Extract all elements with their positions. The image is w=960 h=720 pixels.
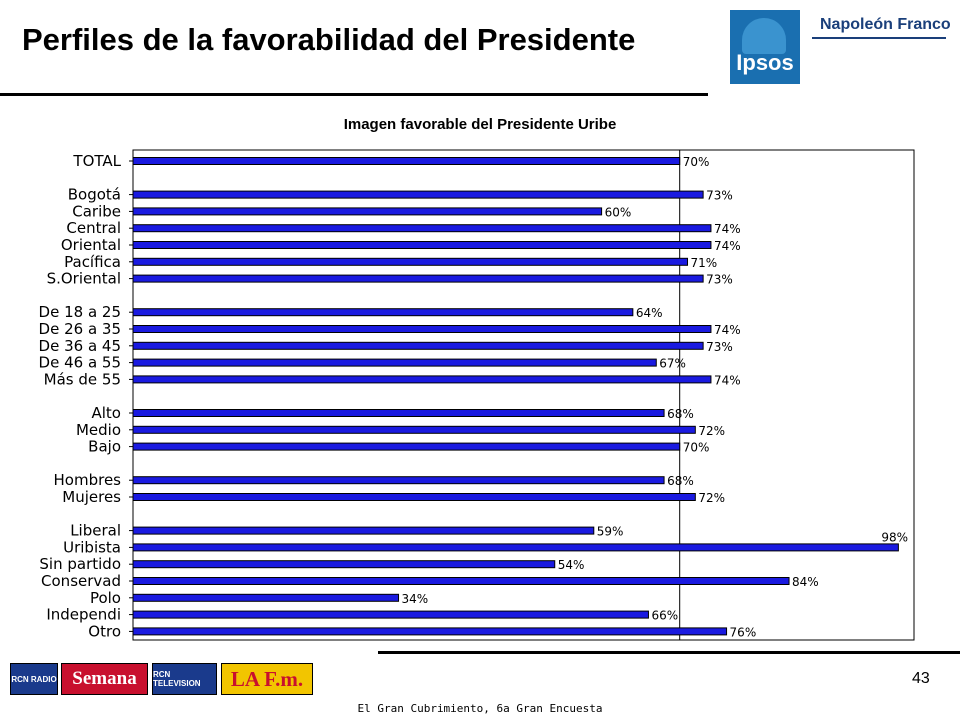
category-label-21: Polo [90, 589, 121, 607]
category-label-11: Más de 55 [44, 370, 121, 388]
bar-21 [132, 593, 400, 602]
ipsos-logo-mark [742, 18, 786, 54]
bar-4 [132, 241, 712, 249]
category-label-8: De 26 a 35 [39, 320, 121, 338]
category-label-19: Sin partido [39, 555, 121, 573]
value-label-17: 59% [597, 525, 624, 539]
value-label-2: 60% [605, 205, 632, 219]
bar-12 [132, 409, 665, 417]
bar-11 [132, 375, 712, 384]
category-label-15: Hombres [54, 471, 122, 489]
page-title: Perfiles de la favorabilidad del Preside… [22, 22, 636, 57]
value-label-23: 76% [730, 625, 757, 639]
category-label-13: Medio [76, 421, 121, 439]
bar-10 [132, 358, 657, 367]
value-label-15: 68% [667, 474, 694, 488]
page-number: 43 [912, 670, 930, 687]
category-label-17: Liberal [70, 522, 121, 540]
category-label-0: TOTAL [72, 152, 121, 170]
bar-19 [132, 560, 556, 569]
value-label-8: 74% [714, 323, 741, 337]
semana-logo: Semana [61, 663, 148, 695]
category-label-23: Otro [88, 622, 121, 640]
category-label-16: Mujeres [62, 488, 121, 506]
bar-20 [132, 577, 790, 585]
category-label-14: Bajo [88, 438, 121, 456]
value-label-19: 54% [558, 558, 585, 572]
bar-2 [132, 207, 603, 216]
category-label-10: De 46 a 55 [39, 354, 121, 372]
bar-15 [132, 476, 665, 485]
category-label-9: De 36 a 45 [39, 337, 121, 355]
ipsos-logo: Ipsos [730, 10, 800, 84]
bar-14 [132, 442, 681, 451]
title-divider [0, 93, 708, 96]
value-label-18: 98% [881, 530, 908, 544]
bar-8 [132, 325, 712, 333]
bar-9 [132, 341, 704, 350]
bar-1 [132, 190, 704, 199]
category-label-4: Oriental [61, 236, 121, 254]
bar-7 [132, 308, 634, 317]
category-label-6: S.Oriental [47, 270, 121, 288]
value-label-6: 73% [706, 273, 733, 287]
bar-6 [132, 274, 704, 283]
value-label-10: 67% [659, 357, 686, 371]
bar-0 [132, 157, 681, 165]
bar-22 [132, 610, 649, 619]
category-label-18: Uribista [63, 538, 121, 556]
bar-23 [132, 627, 728, 636]
category-label-5: Pacífica [64, 253, 121, 271]
rcn-radio-logo: RCN RADIO [10, 663, 58, 695]
plot-frame [132, 149, 915, 641]
la-fm-logo: LA F.m. [221, 663, 313, 695]
footer-divider [378, 651, 960, 654]
value-label-20: 84% [792, 575, 819, 589]
chart-title: Imagen favorable del Presidente Uribe [343, 116, 617, 133]
value-label-4: 74% [714, 239, 741, 253]
value-label-14: 70% [683, 441, 710, 455]
value-label-11: 74% [714, 373, 741, 387]
value-label-7: 64% [636, 306, 663, 320]
bar-17 [132, 526, 595, 535]
value-label-9: 73% [706, 340, 733, 354]
value-label-21: 34% [402, 592, 429, 606]
category-label-12: Alto [92, 404, 122, 422]
value-label-5: 71% [691, 256, 718, 270]
rcn-television-logo: RCN TELEVISION [152, 663, 217, 695]
bar-3 [132, 224, 712, 233]
value-label-0: 70% [683, 155, 710, 169]
bar-5 [132, 257, 689, 266]
bar-16 [132, 493, 696, 501]
value-label-3: 74% [714, 222, 741, 236]
value-label-1: 73% [706, 189, 733, 203]
value-label-13: 72% [698, 424, 725, 438]
bar-13 [132, 425, 696, 434]
footer-caption: El Gran Cubrimiento, 6a Gran Encuesta [357, 702, 603, 715]
company-logo-underline [812, 37, 946, 39]
bar-18 [132, 543, 899, 552]
value-label-16: 72% [698, 491, 725, 505]
category-label-20: Conservad [41, 572, 121, 590]
ipsos-logo-text: Ipsos [736, 50, 794, 75]
value-label-12: 68% [667, 407, 694, 421]
company-logo: Napoleón Franco [820, 16, 951, 33]
category-label-22: Independi [46, 606, 121, 624]
category-label-2: Caribe [72, 202, 121, 220]
category-label-3: Central [66, 219, 121, 237]
category-label-1: Bogotá [68, 186, 121, 204]
value-label-22: 66% [651, 609, 678, 623]
category-label-7: De 18 a 25 [39, 303, 121, 321]
